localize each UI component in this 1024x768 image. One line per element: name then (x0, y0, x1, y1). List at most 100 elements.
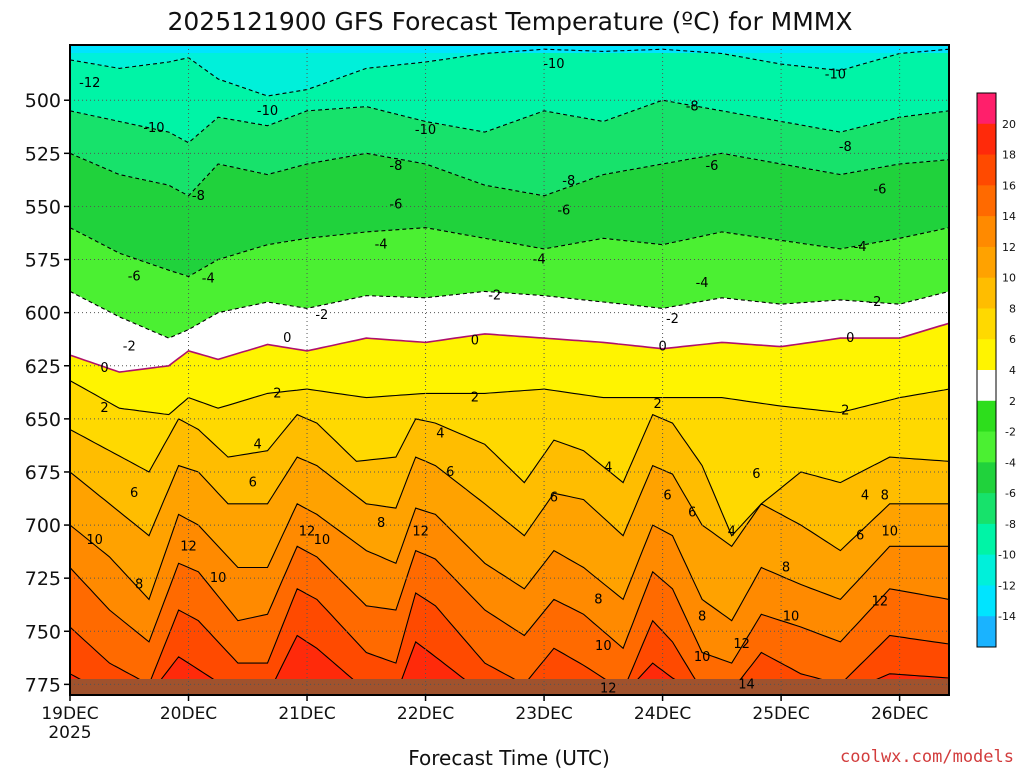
contour-label: -8 (192, 189, 205, 204)
colorbar-tick-label: 18 (1002, 149, 1016, 162)
contour-label: 6 (130, 486, 138, 501)
contour-label: 2 (654, 397, 662, 412)
contour-label: 12 (872, 595, 889, 610)
contour-label: -2 (315, 308, 328, 323)
colorbar-segment (977, 400, 996, 433)
y-tick-label: 650 (25, 409, 61, 431)
contour-label: 4 (728, 524, 736, 539)
temperature-band (70, 546, 949, 691)
colorbar-segment (977, 277, 996, 309)
y-tick-label: 775 (25, 674, 61, 696)
contour-label: -6 (705, 159, 718, 174)
y-tick-label: 550 (25, 196, 61, 218)
contour-label: -2 (666, 312, 679, 327)
y-tick-label: 625 (25, 356, 61, 378)
contour-label: 12 (600, 682, 617, 697)
contour-label: 6 (856, 529, 864, 544)
colorbar-segment (977, 185, 996, 217)
colorbar-tick-label: 14 (1002, 210, 1016, 223)
contour-label: 6 (446, 465, 454, 480)
contour-label: -4 (533, 253, 546, 268)
contour-label: 8 (135, 578, 143, 593)
temperature-band (70, 291, 949, 373)
contour-label: 4 (254, 437, 262, 452)
contour-label: 8 (698, 609, 706, 624)
contour-label: 0 (658, 340, 666, 355)
isotherm-line (70, 503, 949, 622)
contour-label: 6 (688, 505, 696, 520)
colorbar-segment (977, 462, 996, 494)
coldest-band (70, 45, 949, 53)
contour-label: -4 (375, 238, 388, 253)
colorbar-segment (977, 308, 996, 340)
x-tick-label: 25DEC (752, 704, 809, 724)
isotherm-line (70, 48, 949, 97)
y-tick-label: 525 (25, 143, 61, 165)
colorbar-segment (977, 616, 996, 648)
colorbar-segment (977, 93, 996, 125)
contour-label: 10 (314, 533, 331, 548)
contour-label: -8 (389, 159, 402, 174)
colorbar-frame (976, 92, 997, 648)
x-tick-label: 23DEC (515, 704, 572, 724)
colorbar-tick-label: 2 (1009, 395, 1016, 408)
contour-label: 4 (604, 461, 612, 476)
contour-label: 6 (663, 488, 671, 503)
contour-label: 10 (210, 571, 227, 586)
y-tick-label: 700 (25, 515, 61, 537)
contour-label: 0 (283, 331, 291, 346)
contour-labels: -12 -10 -10 -10 -10 -10 -8 -8 -8 -8 -8 -6 -6 -6 -6 -6 -4… (79, 57, 898, 697)
colorbar-segment (977, 370, 996, 402)
colorbar-tick-label: 8 (1009, 302, 1016, 315)
x-tick-label: 20DEC (160, 704, 217, 724)
contour-label: -6 (389, 197, 402, 212)
contour-label: 14 (738, 677, 755, 692)
contour-label: 2 (841, 403, 849, 418)
contour-label: 0 (846, 331, 854, 346)
temperature-band (70, 323, 949, 415)
contour-label: 4 (861, 488, 869, 503)
colorbar-tick-label: -12 (998, 579, 1016, 592)
x-tick-label: 24DEC (634, 704, 691, 724)
contour-label: -10 (825, 68, 846, 83)
x-tick-sublabel: 2025 (48, 723, 91, 743)
contour-label: 6 (249, 476, 257, 491)
colorbar-segment (977, 493, 996, 525)
contour-label: -10 (257, 104, 278, 119)
contour-label: -6 (128, 270, 141, 285)
contour-label: 0 (471, 333, 479, 348)
contour-label: 12 (180, 539, 197, 554)
temperature-band (70, 503, 949, 664)
contour-label: 0 (100, 361, 108, 376)
y-tick-label: 600 (25, 303, 61, 325)
isotherm-line (70, 290, 949, 339)
colorbar-tick-label: -8 (1005, 518, 1016, 531)
contour-label: 12 (733, 637, 750, 652)
colorbar-segment (977, 123, 996, 156)
contour-label: -8 (686, 100, 699, 115)
contour-label: 4 (436, 427, 444, 442)
plot-area (70, 45, 949, 695)
contour-label: 2 (273, 386, 281, 401)
y-axis: 500 525 550 575 600 625 650 675 700 725 750 775 (25, 90, 70, 696)
contour-label: 10 (86, 533, 103, 548)
colorbar-tick-label: -14 (998, 610, 1016, 623)
isotherm-line (70, 152, 949, 197)
temperature-band (70, 457, 949, 621)
isotherm-line (70, 588, 949, 692)
contour-label: 10 (881, 524, 898, 539)
colorbar-tick-label: -4 (1005, 456, 1016, 469)
temperature-band (70, 45, 949, 96)
temperature-band (70, 153, 949, 277)
temperature-band (70, 380, 949, 536)
y-tick-label: 675 (25, 462, 61, 484)
contour-label: -6 (557, 204, 570, 219)
contour-label: -12 (79, 76, 100, 91)
contour-label: -2 (123, 340, 136, 355)
contour-label: -4 (202, 272, 215, 287)
y-tick-label: 750 (25, 621, 61, 643)
contour-label: 8 (881, 488, 889, 503)
colorbar-tick-label: 6 (1009, 333, 1016, 346)
contour-label: 6 (550, 490, 558, 505)
